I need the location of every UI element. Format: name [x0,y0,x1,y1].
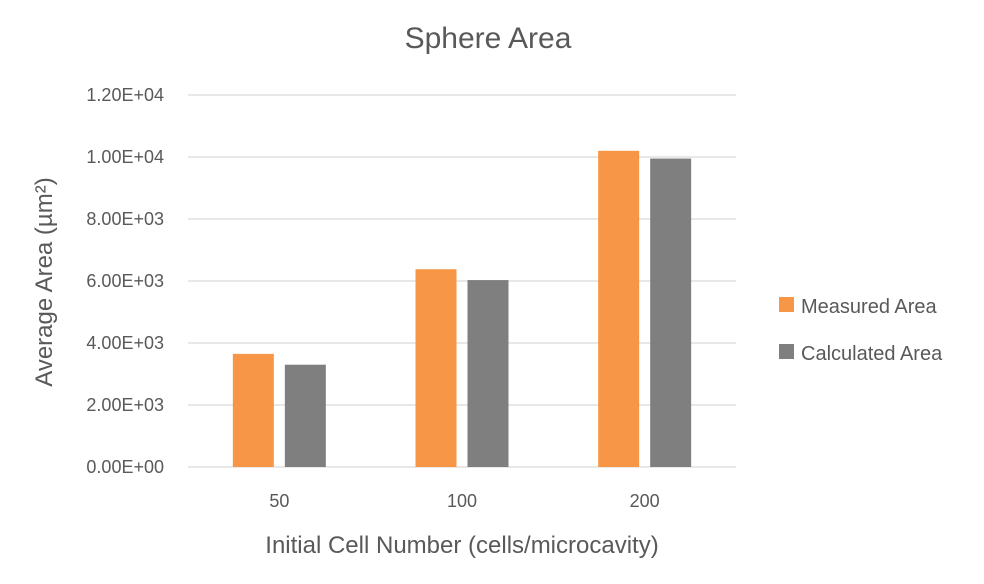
y-tick-label: 6.00E+03 [86,271,164,291]
y-tick-label: 8.00E+03 [86,209,164,229]
bars [232,150,692,468]
y-axis-label: Average Area (µm²) [31,177,58,386]
chart-title: Sphere Area [405,22,572,55]
x-axis-label: Initial Cell Number (cells/microcavity) [265,532,658,559]
bar-calculated-area-200 [650,158,692,468]
bar-calculated-area-50 [284,364,326,467]
legend: Measured Area Calculated Area [779,296,943,365]
y-tick-label: 1.20E+04 [86,85,164,105]
legend-label: Measured Area [801,296,938,318]
y-tick-label: 1.00E+04 [86,147,164,167]
legend-swatch [779,297,794,312]
bar-measured-area-50 [232,353,274,467]
x-tick-label: 200 [630,491,660,511]
x-tick-label: 50 [269,491,289,511]
legend-label: Calculated Area [801,343,943,365]
y-axis-ticks: 0.00E+00 2.00E+03 4.00E+03 6.00E+03 8.00E+03… [86,85,164,477]
bar-measured-area-200 [598,150,640,468]
legend-swatch [779,344,794,359]
y-tick-label: 2.00E+03 [86,395,164,415]
y-tick-label: 4.00E+03 [86,333,164,353]
x-tick-label: 100 [447,491,477,511]
bar-calculated-area-100 [467,280,509,467]
x-axis-ticks: 50 100 200 [269,491,659,511]
bar-measured-area-100 [415,269,457,467]
gridlines [188,94,736,468]
y-tick-label: 0.00E+00 [86,457,164,477]
